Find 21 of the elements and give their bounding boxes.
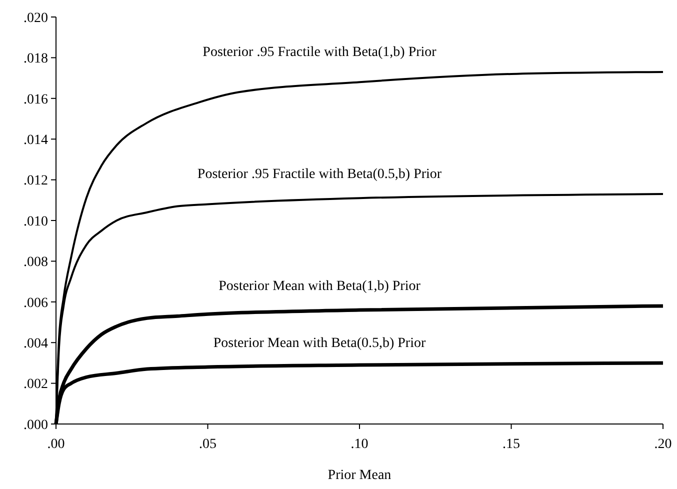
x-tick-label: .15 [502,437,520,452]
x-tick-label: .05 [199,437,216,452]
series-label: Posterior .95 Fractile with Beta(1,b) Prior [202,44,437,60]
y-tick-label: .010 [24,214,48,230]
y-tick-label: .012 [24,174,48,189]
series-label: Posterior .95 Fractile with Beta(0.5,b) Prior [197,167,442,182]
y-tick-label: .000 [24,418,48,433]
series-label: Posterior Mean with Beta(0.5,b) Prior [213,336,426,351]
series-label: Posterior Mean with Beta(1,b) Prior [218,278,421,294]
x-axis-title: Prior Mean [328,468,392,483]
y-tick-label: .020 [24,10,48,26]
x-tick-label: .10 [350,437,368,452]
y-tick-label: .014 [24,133,48,148]
y-tick-label: .006 [24,296,48,311]
y-tick-label: .002 [24,377,48,392]
y-tick-label: .004 [24,336,48,352]
x-tick-label: .00 [47,437,65,452]
x-tick-label: .20 [654,437,672,452]
y-tick-label: .008 [24,255,48,270]
y-tick-label: .018 [24,52,48,67]
y-tick-label: .016 [24,92,48,108]
